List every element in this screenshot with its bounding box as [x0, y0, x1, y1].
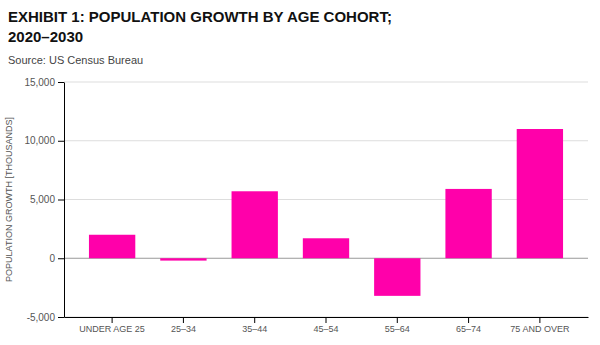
source: Source: US Census Bureau — [8, 54, 143, 66]
x-tick: 45–54 — [313, 317, 338, 334]
y-axis: -5,000 0 5,000 10,000 15,000 — [24, 77, 64, 323]
x-tick-label: UNDER AGE 25 — [79, 324, 145, 334]
bar — [232, 191, 278, 258]
y-tick: 10,000 — [24, 135, 64, 146]
x-tick: 55–64 — [385, 317, 410, 334]
bar — [445, 189, 491, 258]
bar — [517, 129, 563, 258]
x-tick-label: 25–34 — [171, 324, 196, 334]
bar — [89, 235, 135, 259]
grid-line — [64, 199, 588, 200]
y-tick-mark — [58, 258, 64, 259]
y-tick-mark — [58, 82, 64, 83]
x-tick: UNDER AGE 25 — [79, 317, 145, 334]
x-tick-label: 65–74 — [456, 324, 481, 334]
x-tick: 35–44 — [242, 317, 267, 334]
bar — [303, 238, 349, 258]
title: EXHIBIT 1: POPULATION GROWTH BY AGE COHO… — [8, 8, 392, 25]
x-tick-label: 45–54 — [313, 324, 338, 334]
y-tick-mark — [58, 317, 64, 318]
x-tick: 75 AND OVER — [510, 317, 570, 334]
bar — [374, 258, 420, 296]
y-tick-mark — [58, 141, 64, 142]
x-tick-mark — [539, 317, 540, 323]
y-tick-label: 15,000 — [24, 77, 55, 88]
x-tick-mark — [326, 317, 327, 323]
x-tick-mark — [112, 317, 113, 323]
y-axis-title: POPULATION GROWTH [THOUSANDS] — [4, 117, 14, 282]
y-tick-label: 5,000 — [30, 194, 55, 205]
y-tick: -5,000 — [27, 312, 64, 323]
x-tick-label: 55–64 — [385, 324, 410, 334]
y-tick-mark — [58, 200, 64, 201]
x-tick-mark — [468, 317, 469, 323]
x-tick: 65–74 — [456, 317, 481, 334]
x-tick-mark — [254, 317, 255, 323]
grid — [64, 82, 588, 317]
bars — [89, 129, 563, 296]
bar — [160, 258, 206, 260]
chart: EXHIBIT 1: POPULATION GROWTH BY AGE COHO… — [0, 0, 600, 345]
y-tick: 5,000 — [30, 194, 64, 205]
y-tick: 15,000 — [24, 77, 64, 88]
x-tick-label: 35–44 — [242, 324, 267, 334]
x-tick-mark — [183, 317, 184, 323]
y-tick-label: 0 — [49, 253, 55, 264]
x-tick-mark — [397, 317, 398, 323]
y-tick: 0 — [49, 253, 64, 264]
y-tick-label: 10,000 — [24, 135, 55, 146]
x-tick: 25–34 — [171, 317, 196, 334]
x-tick-label: 75 AND OVER — [510, 324, 570, 334]
x-axis: UNDER AGE 25 25–34 35–44 45–54 55–64 65–74 75 … — [65, 317, 589, 334]
y-axis-line — [64, 83, 65, 318]
plot: -5,000 0 5,000 10,000 15,000 UNDER AGE 25 25–3… — [4, 77, 589, 335]
grid-line — [64, 140, 588, 141]
title: 2020–2030 — [8, 28, 83, 45]
grid-line — [64, 82, 588, 83]
y-tick-label: -5,000 — [27, 312, 56, 323]
